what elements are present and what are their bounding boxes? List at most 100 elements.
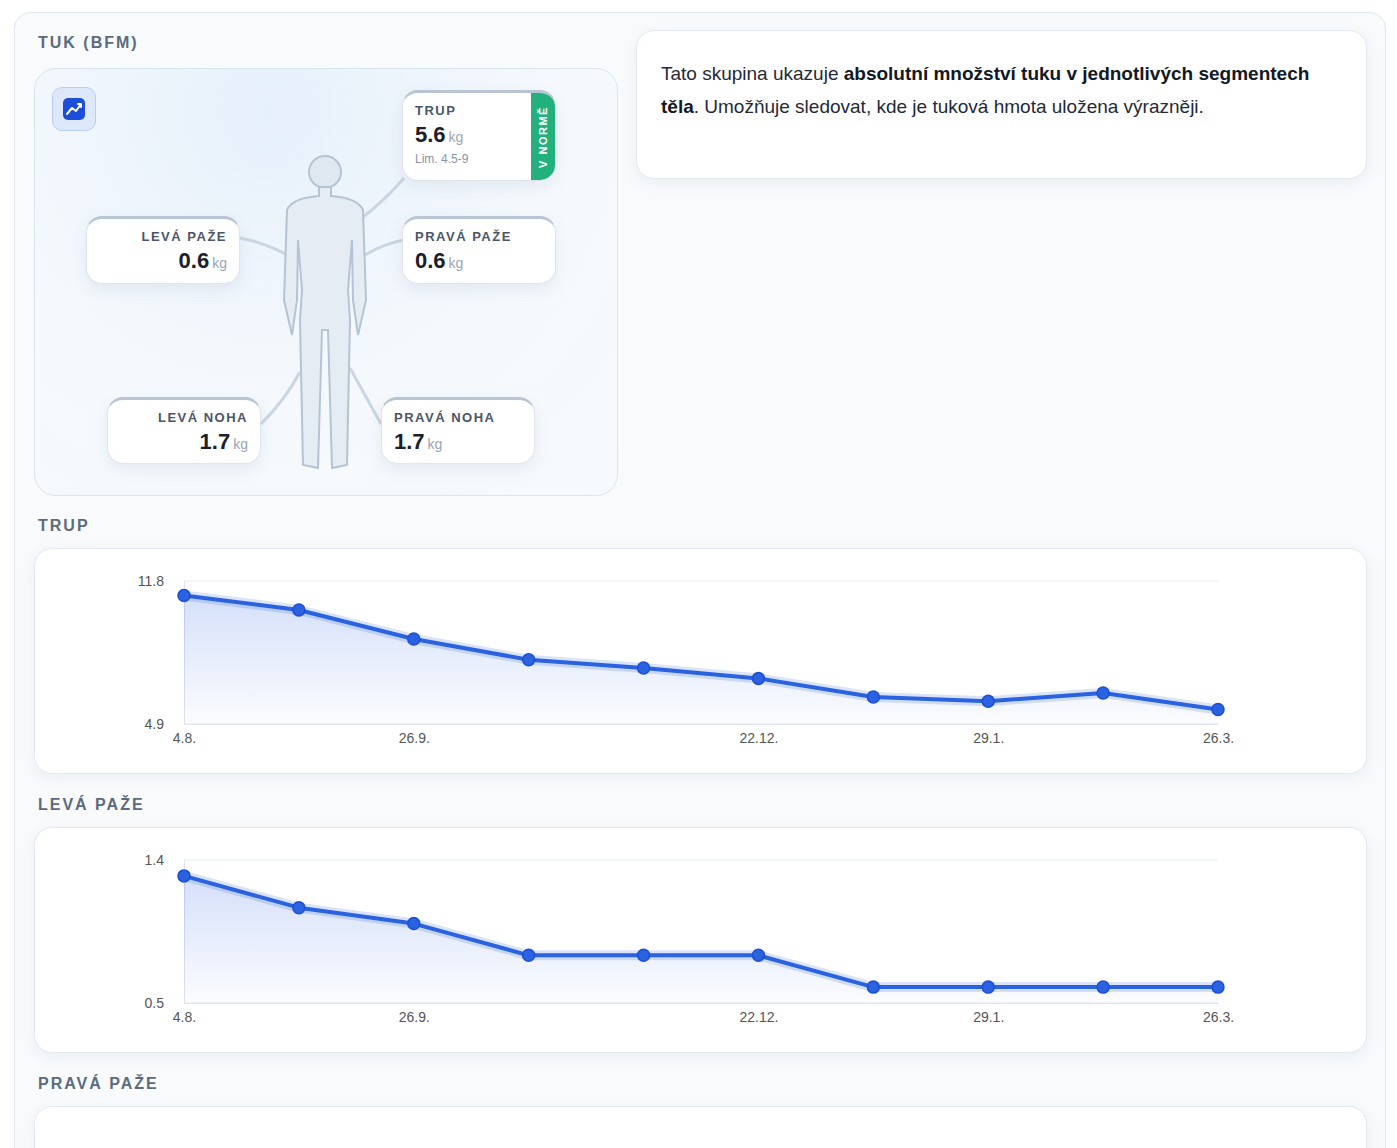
x-tick: 29.1. bbox=[973, 724, 1004, 746]
point bbox=[523, 654, 535, 666]
segment-card: LEVÁ PAŽE 0.6kg bbox=[86, 216, 240, 284]
y-tick: 11.8 bbox=[138, 573, 184, 589]
icon-line bbox=[67, 104, 81, 114]
point bbox=[1212, 981, 1224, 993]
x-tick: 26.3. bbox=[1203, 1003, 1234, 1025]
segment-label: PRAVÁ NOHA bbox=[394, 410, 522, 425]
segment-label: LEVÁ NOHA bbox=[120, 410, 248, 425]
y-tick-label: 4.9 bbox=[145, 716, 165, 732]
point bbox=[752, 949, 764, 961]
point bbox=[982, 695, 994, 707]
segment-limit: Lim. 4.5-9 bbox=[415, 152, 519, 166]
point bbox=[408, 918, 420, 930]
segment-value-row: 5.6kg bbox=[415, 122, 519, 148]
segment-card: LEVÁ NOHA 1.7kg bbox=[107, 397, 261, 464]
chart-toggle[interactable] bbox=[52, 87, 96, 131]
point bbox=[1097, 981, 1109, 993]
y-tick-label: 0.5 bbox=[145, 995, 165, 1011]
silhouette-body bbox=[284, 187, 366, 468]
point bbox=[178, 590, 190, 602]
status-strip: V NORMĚ bbox=[531, 93, 555, 180]
plot bbox=[178, 870, 1224, 1003]
description-text: . Umožňuje sledovat, kde je tuková hmota… bbox=[694, 96, 1204, 117]
point bbox=[1097, 687, 1109, 699]
x-tick-label: 26.9. bbox=[399, 730, 430, 746]
x-axis: 4.8. 26.9. 22.12. 29.1. 26.3. bbox=[173, 724, 1234, 746]
description-text: Tato skupina ukazuje bbox=[661, 63, 844, 84]
x-tick-label: 26.3. bbox=[1203, 1009, 1234, 1025]
connector bbox=[261, 372, 300, 424]
chart-icon bbox=[53, 88, 95, 130]
x-tick: 22.12. bbox=[739, 724, 778, 746]
segment-value: 1.7 bbox=[394, 429, 425, 454]
x-tick: 29.1. bbox=[973, 1003, 1004, 1025]
segment-unit: kg bbox=[428, 436, 443, 452]
chart-svg: 0.5 1.4 4.8. 26.9. 22.12. 29.1. 26.3. bbox=[35, 828, 1366, 1052]
x-tick-label: 22.12. bbox=[739, 1009, 778, 1025]
y-tick-label: 11.8 bbox=[138, 573, 164, 589]
description-card: Tato skupina ukazuje absolutní množství … bbox=[636, 30, 1367, 179]
point bbox=[867, 691, 879, 703]
x-tick: 26.3. bbox=[1203, 724, 1234, 746]
plot bbox=[178, 590, 1224, 724]
point bbox=[752, 672, 764, 684]
y-tick-label: 1.4 bbox=[145, 852, 165, 868]
segment-unit: kg bbox=[449, 129, 464, 145]
x-tick-label: 4.8. bbox=[173, 730, 196, 746]
chart-card: 0.5 1.4 4.8. 26.9. 22.12. 29.1. 26.3. bbox=[34, 827, 1367, 1053]
silhouette-head bbox=[309, 156, 341, 188]
segment-card: PRAVÁ PAŽE 0.6kg bbox=[402, 216, 556, 284]
section-title: TUK (BFM) bbox=[38, 34, 139, 52]
chart-svg: 4.9 11.8 4.8. 26.9. 22.12. 29.1. 26.3. bbox=[35, 549, 1366, 773]
point bbox=[1212, 703, 1224, 715]
point bbox=[408, 633, 420, 645]
x-tick: 4.8. bbox=[173, 1003, 196, 1025]
segment-label: LEVÁ PAŽE bbox=[99, 229, 227, 244]
x-tick-label: 26.9. bbox=[399, 1009, 430, 1025]
line-halo bbox=[184, 876, 1218, 987]
x-tick: 22.12. bbox=[739, 1003, 778, 1025]
grid bbox=[184, 581, 1218, 724]
segment-content: PRAVÁ NOHA 1.7kg bbox=[394, 410, 522, 455]
segment-unit: kg bbox=[233, 436, 248, 452]
x-tick: 4.8. bbox=[173, 724, 196, 746]
segment-card: TRUP 5.6kg Lim. 4.5-9 V NORMĚ bbox=[402, 90, 556, 181]
point bbox=[523, 949, 535, 961]
axis-line bbox=[185, 1003, 1219, 1004]
x-tick-label: 4.8. bbox=[173, 1009, 196, 1025]
segment-content: TRUP 5.6kg Lim. 4.5-9 bbox=[415, 103, 519, 166]
chart-title: PRAVÁ PAŽE bbox=[38, 1075, 159, 1093]
x-tick-label: 26.3. bbox=[1203, 730, 1234, 746]
chart-card bbox=[34, 1106, 1367, 1148]
grid bbox=[184, 860, 1218, 1003]
icon-bg bbox=[63, 98, 85, 120]
segment-content: PRAVÁ PAŽE 0.6kg bbox=[415, 229, 543, 274]
point bbox=[178, 870, 190, 882]
line-halo bbox=[184, 596, 1218, 710]
chart-card: 4.9 11.8 4.8. 26.9. 22.12. 29.1. 26.3. bbox=[34, 548, 1367, 774]
x-tick: 26.9. bbox=[399, 724, 430, 746]
segment-content: LEVÁ PAŽE 0.6kg bbox=[99, 229, 227, 274]
x-tick: 26.9. bbox=[399, 1003, 430, 1025]
area bbox=[184, 596, 1218, 724]
x-tick-label: 22.12. bbox=[739, 730, 778, 746]
point bbox=[982, 981, 994, 993]
segment-value-row: 0.6kg bbox=[415, 248, 543, 274]
x-tick-label: 29.1. bbox=[973, 730, 1004, 746]
segment-value: 5.6 bbox=[415, 122, 446, 147]
segment-value: 0.6 bbox=[179, 248, 210, 273]
connector bbox=[360, 240, 404, 258]
line bbox=[184, 876, 1218, 987]
area bbox=[184, 876, 1218, 1003]
connector bbox=[240, 238, 292, 258]
y-tick: 1.4 bbox=[145, 852, 184, 868]
segment-label: TRUP bbox=[415, 103, 519, 118]
segment-unit: kg bbox=[212, 255, 227, 271]
segment-label: PRAVÁ PAŽE bbox=[415, 229, 543, 244]
point bbox=[293, 902, 305, 914]
grid-line bbox=[184, 581, 1218, 582]
x-axis: 4.8. 26.9. 22.12. 29.1. 26.3. bbox=[173, 1003, 1234, 1025]
chart-title: TRUP bbox=[38, 517, 90, 535]
segment-card: PRAVÁ NOHA 1.7kg bbox=[381, 397, 535, 464]
segment-value: 1.7 bbox=[200, 429, 231, 454]
